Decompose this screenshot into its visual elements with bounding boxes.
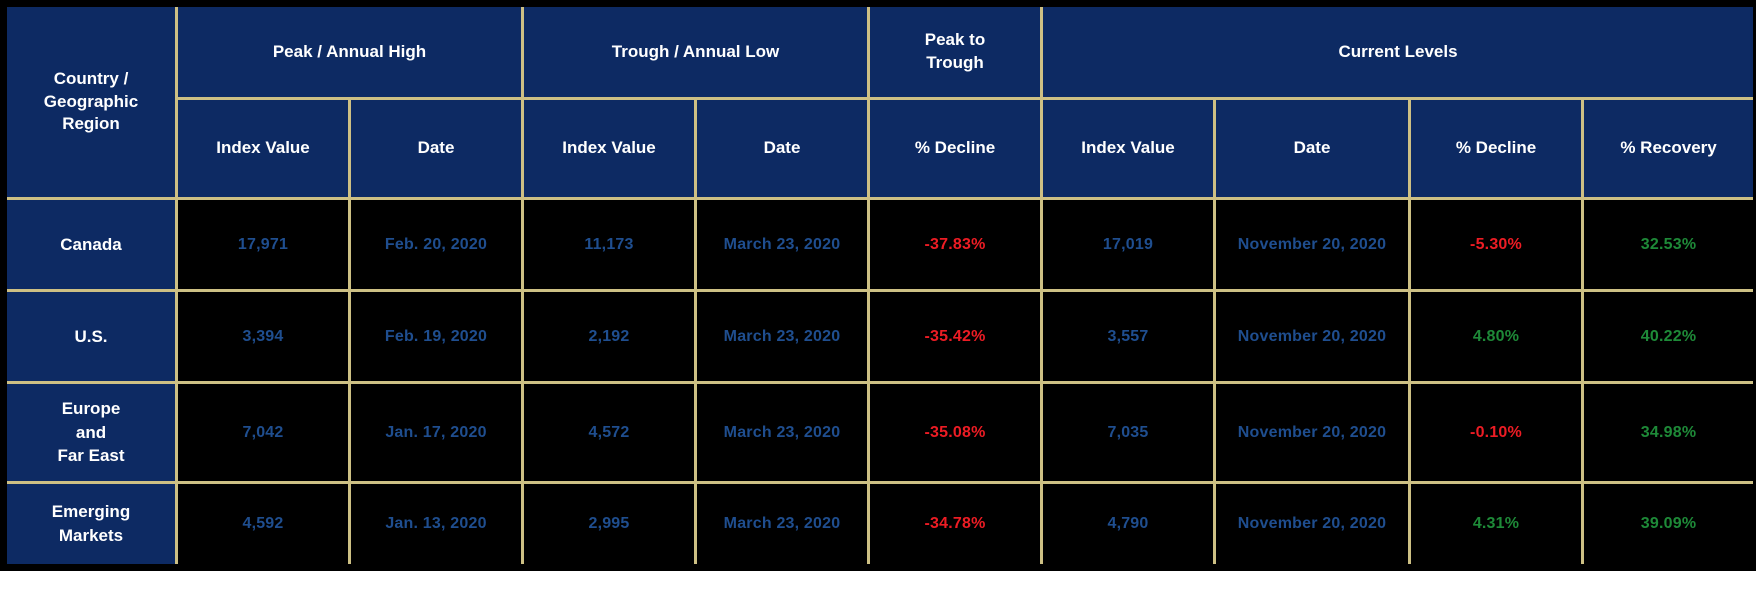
row-canada: Canada 17,971 Feb. 20, 2020 11,173 March… [3, 197, 1756, 292]
region-label: Canada [3, 197, 178, 292]
cell-trough-date: March 23, 2020 [694, 197, 870, 292]
sub-header-current-recovery: % Recovery [1580, 97, 1756, 200]
sub-header-peak-date: Date [348, 97, 524, 200]
region-label: Emerging Markets [3, 481, 178, 568]
cell-trough-index: 11,173 [521, 197, 697, 292]
cell-trough-date: March 23, 2020 [694, 381, 870, 484]
cell-peak-index: 17,971 [175, 197, 351, 292]
cell-peak-date: Feb. 19, 2020 [348, 289, 524, 384]
cell-peak-date: Jan. 13, 2020 [348, 481, 524, 568]
cell-trough-date: March 23, 2020 [694, 481, 870, 568]
sub-header-current-date: Date [1213, 97, 1411, 200]
market-levels-table: Country / Geographic Region Peak / Annua… [2, 2, 1756, 569]
sub-header-trough-date: Date [694, 97, 870, 200]
sub-header-current-index: Index Value [1040, 97, 1216, 200]
cell-current-index: 7,035 [1040, 381, 1216, 484]
market-table-figure: Country / Geographic Region Peak / Annua… [0, 0, 1756, 571]
cell-peak-to-trough-decline: -35.42% [867, 289, 1043, 384]
cell-current-index: 17,019 [1040, 197, 1216, 292]
cell-peak-index: 7,042 [175, 381, 351, 484]
group-header-row: Country / Geographic Region Peak / Annua… [3, 3, 1756, 200]
group-header-trough: Trough / Annual Low [521, 3, 870, 100]
sub-header-ptt-decline: % Decline [867, 97, 1043, 200]
cell-current-recovery: 40.22% [1580, 289, 1756, 384]
cell-current-decline: 4.80% [1408, 289, 1584, 384]
cell-current-index: 4,790 [1040, 481, 1216, 568]
cell-peak-date: Feb. 20, 2020 [348, 197, 524, 292]
cell-current-index: 3,557 [1040, 289, 1216, 384]
row-europe-far-east: Europe and Far East 7,042 Jan. 17, 2020 … [3, 381, 1756, 484]
cell-current-recovery: 32.53% [1580, 197, 1756, 292]
sub-header-trough-index: Index Value [521, 97, 697, 200]
cell-current-date: November 20, 2020 [1213, 381, 1411, 484]
cell-peak-to-trough-decline: -37.83% [867, 197, 1043, 292]
cell-current-date: November 20, 2020 [1213, 197, 1411, 292]
cell-peak-date: Jan. 17, 2020 [348, 381, 524, 484]
cell-trough-index: 2,995 [521, 481, 697, 568]
table-header: Country / Geographic Region Peak / Annua… [3, 3, 1756, 200]
cell-peak-to-trough-decline: -34.78% [867, 481, 1043, 568]
row-us: U.S. 3,394 Feb. 19, 2020 2,192 March 23,… [3, 289, 1756, 384]
table-body: Canada 17,971 Feb. 20, 2020 11,173 March… [3, 197, 1756, 568]
region-label: Europe and Far East [3, 381, 178, 484]
cell-trough-date: March 23, 2020 [694, 289, 870, 384]
cell-current-date: November 20, 2020 [1213, 481, 1411, 568]
group-header-peak-to-trough: Peak to Trough [867, 3, 1043, 100]
cell-trough-index: 4,572 [521, 381, 697, 484]
cell-peak-index: 4,592 [175, 481, 351, 568]
sub-header-row: Index Value Date Index Value Date % Decl… [5, 97, 1756, 200]
region-label: U.S. [3, 289, 178, 384]
cell-trough-index: 2,192 [521, 289, 697, 384]
cell-current-decline: 4.31% [1408, 481, 1584, 568]
cell-current-decline: -5.30% [1408, 197, 1584, 292]
corner-header-region: Country / Geographic Region [3, 3, 178, 200]
cell-current-recovery: 34.98% [1580, 381, 1756, 484]
cell-current-recovery: 39.09% [1580, 481, 1756, 568]
cell-peak-index: 3,394 [175, 289, 351, 384]
sub-header-current-decline: % Decline [1408, 97, 1584, 200]
cell-peak-to-trough-decline: -35.08% [867, 381, 1043, 484]
group-header-current-levels: Current Levels [1039, 3, 1756, 100]
group-header-peak: Peak / Annual High [175, 3, 524, 100]
cell-current-decline: -0.10% [1408, 381, 1584, 484]
sub-header-peak-index: Index Value [175, 97, 351, 200]
cell-current-date: November 20, 2020 [1213, 289, 1411, 384]
row-emerging-markets: Emerging Markets 4,592 Jan. 13, 2020 2,9… [3, 481, 1756, 568]
